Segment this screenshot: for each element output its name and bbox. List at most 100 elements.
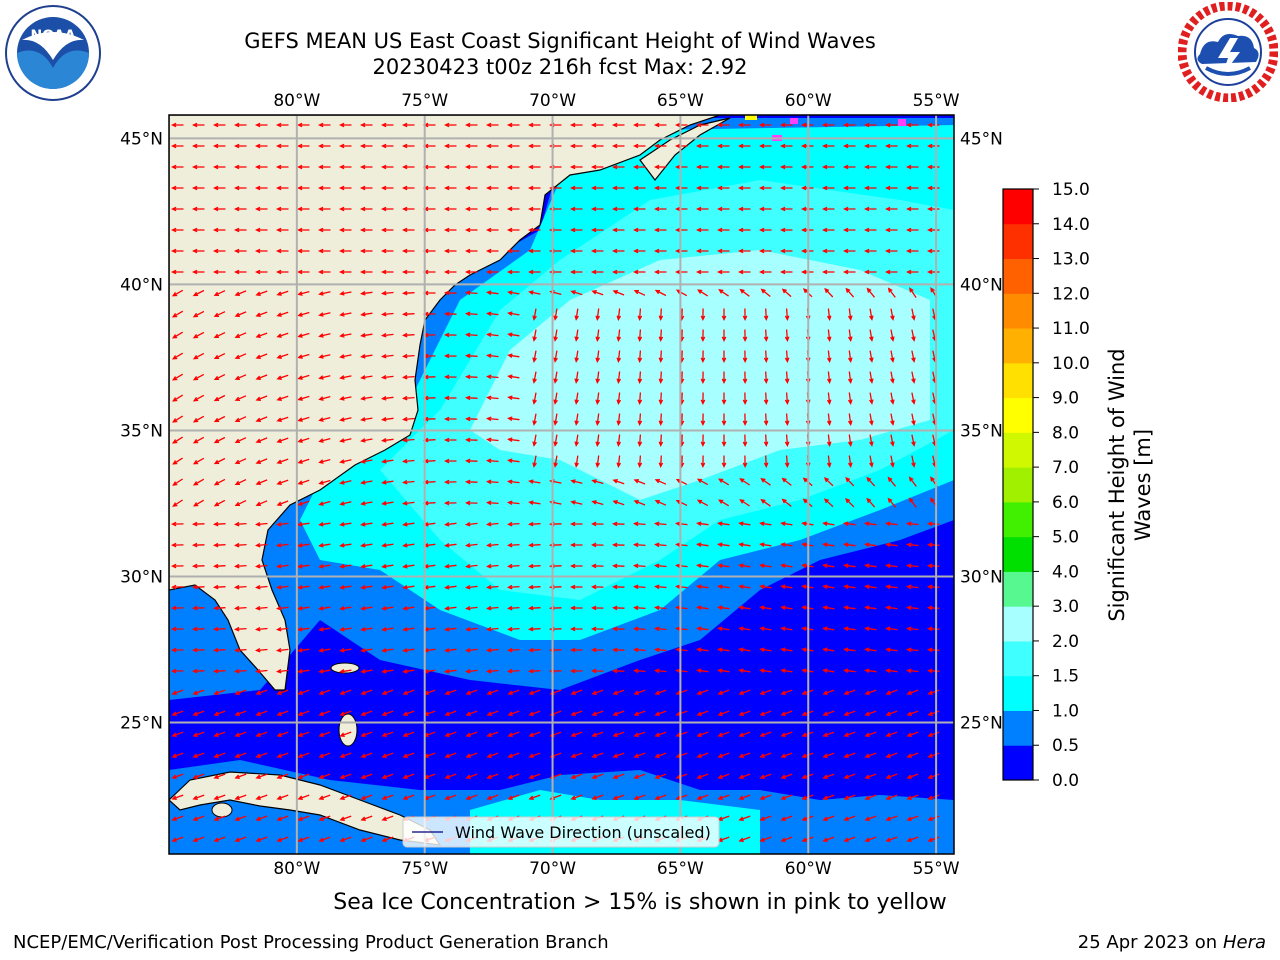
wave-direction-arrow [276, 374, 289, 380]
wave-direction-arrow [464, 374, 478, 380]
wave-direction-arrow [444, 395, 457, 401]
wave-height-band-2.0 [470, 250, 930, 500]
wave-direction-arrow [569, 542, 583, 548]
wave-direction-arrow [909, 287, 917, 298]
wave-direction-arrow [234, 605, 247, 611]
wave-direction-arrow [674, 563, 688, 569]
wave-direction-arrow [906, 752, 919, 758]
wave-direction-arrow [553, 413, 558, 426]
wave-direction-arrow [317, 164, 331, 170]
wave-direction-arrow [296, 206, 310, 212]
wave-direction-arrow [213, 478, 226, 486]
wave-direction-arrow [864, 521, 877, 527]
wave-direction-arrow [339, 522, 352, 527]
wave-direction-arrow [616, 434, 622, 448]
wave-direction-arrow [506, 185, 520, 191]
wave-direction-arrow [318, 752, 331, 758]
wave-direction-arrow [338, 248, 352, 254]
wave-direction-arrow [927, 626, 940, 632]
wave-direction-arrow [380, 269, 394, 275]
wave-direction-arrow [444, 584, 457, 590]
wave-direction-arrow [213, 436, 226, 444]
wave-direction-arrow [192, 794, 205, 800]
wave-direction-arrow [574, 350, 579, 363]
wave-direction-arrow [633, 668, 646, 674]
wave-direction-arrow [507, 752, 520, 758]
wave-direction-arrow [506, 500, 520, 506]
wave-direction-arrow [780, 773, 793, 779]
wave-direction-arrow [721, 371, 727, 384]
wave-direction-arrow [443, 206, 457, 212]
chart-title: GEFS MEAN US East Coast Significant Heig… [244, 29, 876, 53]
colorbar-tick-label: 4.0 [1052, 562, 1079, 582]
wave-direction-arrow [695, 269, 709, 275]
wave-direction-arrow [464, 269, 478, 275]
wave-direction-arrow [381, 458, 394, 464]
colorbar-swatch [1003, 606, 1033, 642]
wave-direction-arrow [637, 413, 643, 426]
wave-direction-arrow [465, 773, 478, 779]
lat-label-right: 35°N [960, 421, 1003, 441]
wave-direction-arrow [359, 248, 373, 254]
wave-direction-arrow [784, 455, 790, 468]
wave-direction-arrow [906, 773, 919, 779]
wave-direction-arrow [822, 689, 835, 695]
wave-direction-arrow [822, 815, 835, 821]
wave-direction-arrow [191, 227, 205, 233]
wave-direction-arrow [696, 542, 709, 548]
wave-direction-arrow [927, 668, 940, 674]
wave-direction-arrow [823, 498, 834, 508]
wave-direction-arrow [339, 291, 352, 296]
wave-direction-arrow [192, 373, 205, 381]
wave-direction-arrow [254, 584, 268, 590]
wave-direction-arrow [338, 227, 352, 233]
wave-direction-arrow [863, 227, 877, 233]
wave-direction-arrow [297, 689, 310, 695]
wave-direction-arrow [486, 563, 499, 569]
lat-label-left: 35°N [120, 421, 163, 441]
wave-direction-arrow [255, 437, 268, 443]
wave-direction-arrow [569, 584, 583, 590]
wave-direction-arrow [926, 269, 940, 275]
wave-direction-arrow [171, 794, 184, 800]
wave-direction-arrow [339, 752, 352, 758]
wave-direction-arrow [486, 521, 499, 527]
wave-direction-arrow [843, 584, 856, 590]
wave-direction-arrow [507, 710, 520, 716]
wave-direction-arrow [234, 710, 247, 716]
wave-direction-arrow [381, 395, 394, 401]
wave-direction-arrow [380, 353, 394, 359]
wave-direction-arrow [443, 227, 457, 233]
wave-direction-arrow [760, 477, 771, 486]
wave-direction-arrow [276, 731, 289, 737]
wave-direction-arrow [779, 206, 793, 212]
wave-direction-arrow [212, 206, 226, 212]
wave-direction-arrow [869, 371, 874, 384]
wave-direction-arrow [532, 392, 537, 405]
wave-direction-arrow [381, 752, 394, 758]
wave-direction-arrow [381, 564, 394, 569]
wave-direction-arrow [402, 522, 415, 527]
wave-direction-arrow [172, 331, 184, 339]
wave-direction-arrow [637, 392, 643, 405]
wave-direction-arrow [381, 606, 394, 611]
wave-direction-arrow [863, 206, 877, 212]
wave-direction-arrow [192, 689, 205, 695]
wave-direction-arrow [381, 585, 394, 590]
wave-direction-arrow [843, 689, 856, 695]
wave-direction-arrow [191, 248, 205, 254]
wave-direction-arrow [360, 648, 373, 653]
colorbar-swatch [1003, 397, 1033, 433]
wave-direction-arrow [822, 836, 835, 842]
wave-direction-arrow [845, 287, 855, 298]
wave-direction-arrow [843, 731, 856, 737]
lon-label-bottom: 80°W [273, 859, 320, 879]
wave-direction-arrow [779, 164, 793, 170]
lon-label-bottom: 70°W [529, 859, 576, 879]
wave-direction-arrow [637, 308, 643, 321]
wave-direction-arrow [444, 710, 457, 716]
wave-direction-arrow [763, 392, 769, 406]
wave-direction-arrow [359, 227, 373, 233]
wave-direction-arrow [275, 626, 289, 632]
wave-direction-arrow [532, 329, 537, 342]
